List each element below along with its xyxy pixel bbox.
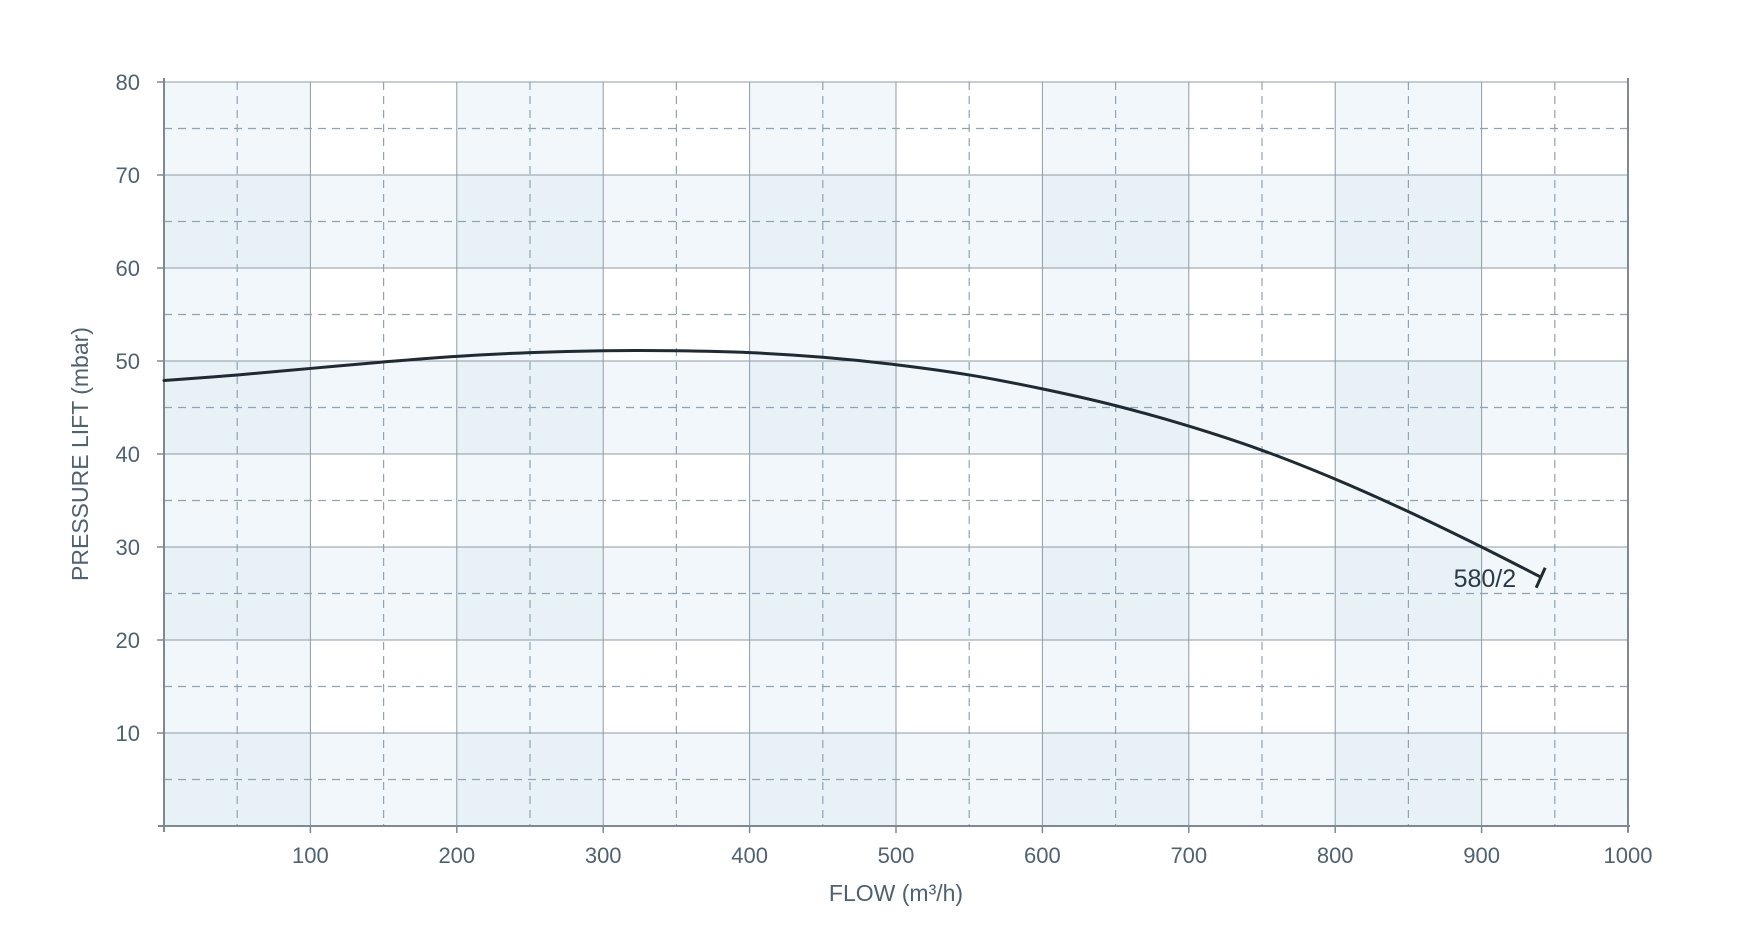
x-tick-label: 1000: [1604, 843, 1653, 868]
x-tick-label: 400: [731, 843, 768, 868]
y-tick-label: 80: [116, 70, 140, 95]
y-tick-label: 70: [116, 163, 140, 188]
y-tick-labels: 10 20 30 40 50 60 70 80: [116, 70, 140, 746]
major-grid: [164, 81, 1628, 826]
x-tick-label: 600: [1024, 843, 1061, 868]
series-line: [162, 349, 1542, 579]
y-tick-label: 20: [116, 628, 140, 653]
x-tick-label: 100: [292, 843, 329, 868]
x-tick-label: 700: [1170, 843, 1207, 868]
y-tick-label: 10: [116, 721, 140, 746]
x-tick-label: 900: [1463, 843, 1500, 868]
series-layer: 580/2: [162, 349, 1547, 593]
y-tick-label: 30: [116, 535, 140, 560]
x-tick-label: 500: [878, 843, 915, 868]
x-tick-label: 300: [585, 843, 622, 868]
y-axis-title: PRESSURE LIFT (mbar): [67, 327, 93, 581]
y-tick-label: 40: [116, 442, 140, 467]
series-label: 580/2: [1454, 565, 1517, 593]
x-axis-title: FLOW (m³/h): [829, 880, 963, 906]
x-tick-label: 800: [1317, 843, 1354, 868]
curve-end-marker: [1534, 567, 1547, 589]
axes: [157, 78, 1630, 833]
x-tick-labels: 100 200 300 400 500 600 700 800 900 1000: [292, 843, 1652, 868]
x-tick-label: 200: [438, 843, 475, 868]
y-tick-label: 60: [116, 256, 140, 281]
y-tick-label: 50: [116, 349, 140, 374]
